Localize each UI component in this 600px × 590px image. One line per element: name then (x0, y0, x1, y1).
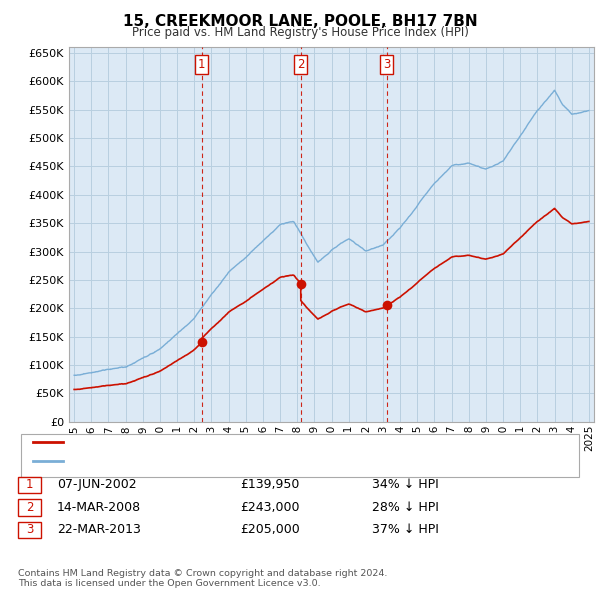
Text: 2: 2 (297, 58, 305, 71)
Text: 14-MAR-2008: 14-MAR-2008 (57, 501, 141, 514)
Text: £205,000: £205,000 (240, 523, 300, 536)
Text: HPI: Average price, detached house, Bournemouth Christchurch and Poole: HPI: Average price, detached house, Bour… (69, 456, 484, 466)
Text: 3: 3 (383, 58, 391, 71)
Text: Price paid vs. HM Land Registry's House Price Index (HPI): Price paid vs. HM Land Registry's House … (131, 26, 469, 39)
Text: 15, CREEKMOOR LANE, POOLE, BH17 7BN: 15, CREEKMOOR LANE, POOLE, BH17 7BN (122, 14, 478, 29)
Text: Contains HM Land Registry data © Crown copyright and database right 2024.
This d: Contains HM Land Registry data © Crown c… (18, 569, 388, 588)
Text: 34% ↓ HPI: 34% ↓ HPI (372, 478, 439, 491)
Text: 37% ↓ HPI: 37% ↓ HPI (372, 523, 439, 536)
Text: 3: 3 (26, 523, 33, 536)
Text: 07-JUN-2002: 07-JUN-2002 (57, 478, 137, 491)
Text: 28% ↓ HPI: 28% ↓ HPI (372, 501, 439, 514)
Text: 1: 1 (198, 58, 206, 71)
Text: £243,000: £243,000 (240, 501, 299, 514)
Text: 15, CREEKMOOR LANE, POOLE, BH17 7BN (detached house): 15, CREEKMOOR LANE, POOLE, BH17 7BN (det… (69, 437, 405, 447)
Text: 2: 2 (26, 501, 33, 514)
Text: £139,950: £139,950 (240, 478, 299, 491)
Text: 22-MAR-2013: 22-MAR-2013 (57, 523, 141, 536)
Text: 1: 1 (26, 478, 33, 491)
